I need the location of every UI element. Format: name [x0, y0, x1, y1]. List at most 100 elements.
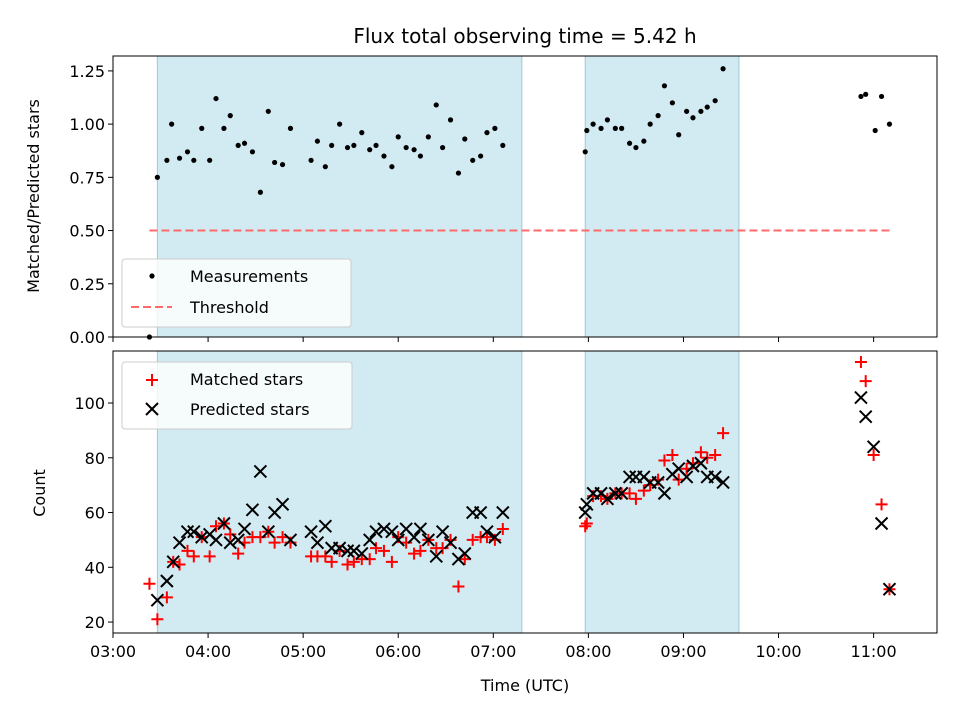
measurement-point	[169, 121, 175, 127]
matched-star-point	[867, 449, 880, 462]
x-tick-label: 10:00	[755, 642, 801, 661]
measurement-point	[265, 108, 271, 114]
legend-matched-marker	[146, 374, 158, 386]
predicted-star-point	[160, 574, 174, 588]
measurement-point	[872, 127, 878, 134]
predicted-star-point	[407, 530, 421, 544]
measurement-point	[690, 115, 696, 121]
legend-matched-label: Matched stars	[190, 370, 303, 389]
predicted-star-point	[347, 544, 361, 558]
matched-star-point	[458, 553, 471, 566]
predicted-star-point	[614, 486, 629, 501]
measurement-point	[484, 130, 490, 136]
measurement-point	[584, 127, 590, 134]
y-tick-label: 80	[85, 449, 105, 468]
y-tick-label: 0.00	[69, 328, 105, 347]
bottom-legend-box	[121, 361, 353, 430]
measurement-point	[655, 113, 661, 119]
top-y-axis-label: Matched/Predicted stars	[24, 99, 43, 293]
matched-star-point	[875, 498, 888, 511]
measurement-point	[395, 134, 401, 140]
x-tick-label: 05:00	[280, 642, 326, 661]
measurement-point	[344, 144, 351, 151]
matched-star-point	[341, 558, 354, 571]
predicted-star-point	[608, 486, 623, 501]
matched-star-point	[452, 580, 465, 593]
predicted-star-point	[882, 582, 897, 596]
bottom-axes-frame	[112, 350, 938, 634]
measurement-point	[337, 121, 343, 127]
matched-star-point	[187, 550, 200, 563]
measurement-point	[669, 100, 675, 106]
predicted-star-point	[716, 475, 730, 490]
predicted-star-point	[283, 533, 298, 547]
x-tick-label: 06:00	[375, 642, 421, 661]
bottom-legend: Matched stars Predicted stars	[121, 361, 353, 430]
matched-star-point	[363, 553, 376, 566]
measurement-point	[720, 66, 726, 72]
measurement-point	[279, 161, 286, 168]
predicted-star-point	[458, 546, 472, 561]
measurement-point	[322, 164, 328, 170]
measurement-point	[698, 108, 704, 114]
measurement-point	[612, 125, 618, 131]
top-y-ticks: 0.00 0.25 0.50 0.75 1.00 1.25	[69, 62, 113, 347]
matched-star-point	[181, 544, 194, 557]
matched-star-point	[717, 427, 730, 440]
y-tick-label: 0.25	[69, 275, 105, 294]
predicted-star-point	[694, 456, 708, 470]
matched-star-point	[143, 577, 156, 590]
measurement-point	[389, 164, 395, 170]
measurement-point	[367, 147, 373, 153]
predicted-star-point	[874, 516, 889, 531]
measurement-point	[684, 108, 690, 114]
predicted-star-point	[318, 519, 333, 533]
predicted-star-point	[686, 459, 700, 473]
legend-measurements-marker	[149, 273, 155, 279]
top-series-layer	[146, 66, 893, 340]
matched-star-point	[694, 446, 707, 459]
measurement-point	[417, 153, 424, 159]
predicted-star-point	[304, 524, 318, 539]
measurement-point	[878, 93, 885, 100]
predicted-star-point	[866, 440, 881, 454]
measurement-point	[440, 144, 446, 151]
predicted-star-point	[150, 593, 165, 607]
bottom-series-layer	[143, 355, 897, 626]
measurement-point	[604, 117, 611, 123]
predicted-star-point	[217, 516, 231, 531]
matched-star-point	[637, 484, 650, 497]
measurement-point	[641, 138, 647, 144]
top-x-ticks	[112, 337, 875, 342]
predicted-star-point	[443, 535, 458, 550]
measurement-point	[403, 144, 409, 151]
predicted-star-point	[580, 497, 594, 512]
x-axis-label: Time (UTC)	[480, 676, 569, 695]
bottom-x-ticks: 03:00 04:00 05:00 06:00 07:00 08:00 09:00 10:00…	[90, 633, 897, 661]
predicted-star-point	[480, 524, 494, 539]
measurement-point	[455, 170, 462, 176]
matched-star-point	[347, 555, 360, 568]
y-tick-label: 40	[85, 558, 105, 577]
matched-star-point	[377, 544, 390, 557]
bottom-panel: 20 40 60 80 100 03:00 04:00 05:00 06:00 07:00 08:…	[30, 350, 938, 695]
measurement-point	[381, 153, 387, 159]
bottom-y-axis-label: Count	[30, 469, 49, 517]
measurement-point	[154, 174, 160, 180]
measurement-point	[470, 157, 476, 163]
top-legend-box	[121, 258, 352, 328]
y-tick-label: 0.50	[69, 222, 105, 241]
predicted-star-point	[310, 535, 325, 550]
predicted-star-point	[261, 524, 275, 539]
measurement-point	[500, 142, 506, 149]
predicted-star-point	[245, 503, 260, 517]
measurement-point	[287, 125, 294, 131]
measurement-point	[626, 140, 633, 146]
y-tick-label: 20	[85, 613, 105, 632]
matched-star-point	[232, 547, 245, 560]
matched-star-point	[629, 492, 642, 505]
predicted-star-point	[172, 535, 187, 550]
predicted-star-point	[377, 522, 391, 536]
measurement-point	[227, 113, 233, 119]
